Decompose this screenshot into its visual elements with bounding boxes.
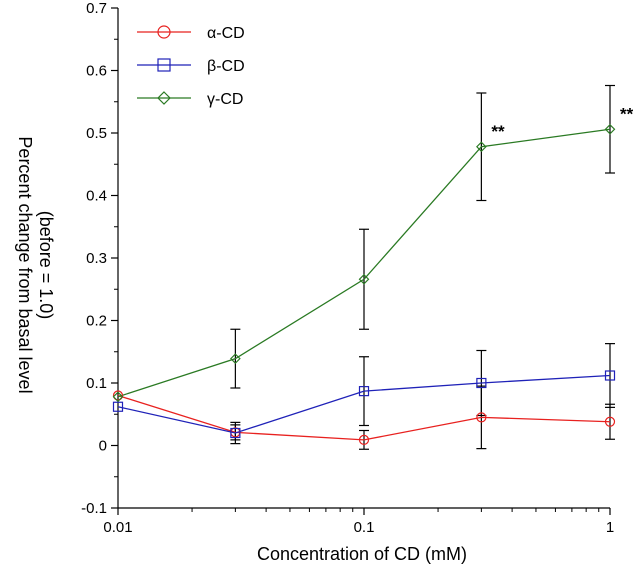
significance-marker: ** xyxy=(620,104,633,123)
legend: α-CD β-CD γ-CD xyxy=(137,25,245,108)
y-tick-label: 0.6 xyxy=(86,63,107,80)
y-tick-label: 0 xyxy=(99,438,107,455)
series-line xyxy=(117,374,611,434)
x-tick-label: 0.1 xyxy=(354,519,375,536)
data-point xyxy=(358,273,370,285)
data-point xyxy=(112,390,124,401)
data-point xyxy=(112,401,124,412)
legend-label: γ-CD xyxy=(207,91,243,108)
y-tick-label: -0.1 xyxy=(81,500,107,517)
series-line xyxy=(117,128,611,398)
series-line xyxy=(117,394,611,441)
data-point xyxy=(476,377,487,389)
y-tick-label: 0.1 xyxy=(86,375,107,392)
y-tick-label: 0.3 xyxy=(86,250,107,267)
significance-marker: ** xyxy=(491,122,505,141)
data-point xyxy=(476,141,487,153)
data-point xyxy=(230,427,241,439)
legend-marker xyxy=(157,25,171,39)
y-tick-label: 0.2 xyxy=(86,313,107,330)
data-point xyxy=(476,412,487,423)
tick-labels: -0.1 0 0.1 0.2 0.3 0.4 0.5 0.6 0.7 0.01 0.1 1 xyxy=(81,0,614,536)
y-tick-label: 0.4 xyxy=(86,188,107,205)
legend-label: β-CD xyxy=(207,58,245,75)
data-point xyxy=(604,123,616,135)
tick-marks xyxy=(111,7,611,515)
legend-marker xyxy=(157,58,171,72)
data-point xyxy=(604,370,616,381)
y-tick-label: 0.5 xyxy=(86,125,107,142)
y-axis-title-line1: Percent change from basal level xyxy=(15,136,35,393)
x-axis-title: Concentration of CD (mM) xyxy=(257,544,467,564)
data-series xyxy=(112,84,616,450)
data-point xyxy=(230,353,241,364)
data-point xyxy=(604,416,616,427)
data-point xyxy=(358,434,370,445)
data-point xyxy=(358,386,370,397)
legend-marker xyxy=(157,91,171,105)
significance-annotations: ** ** xyxy=(491,104,633,141)
data-point xyxy=(112,391,124,403)
y-tick-label: 0.7 xyxy=(86,0,107,17)
x-tick-label: 0.01 xyxy=(103,519,132,536)
y-axis-title-line2: (before = 1.0) xyxy=(36,211,56,320)
legend-label: α-CD xyxy=(207,25,245,42)
x-tick-label: 1 xyxy=(606,519,614,536)
